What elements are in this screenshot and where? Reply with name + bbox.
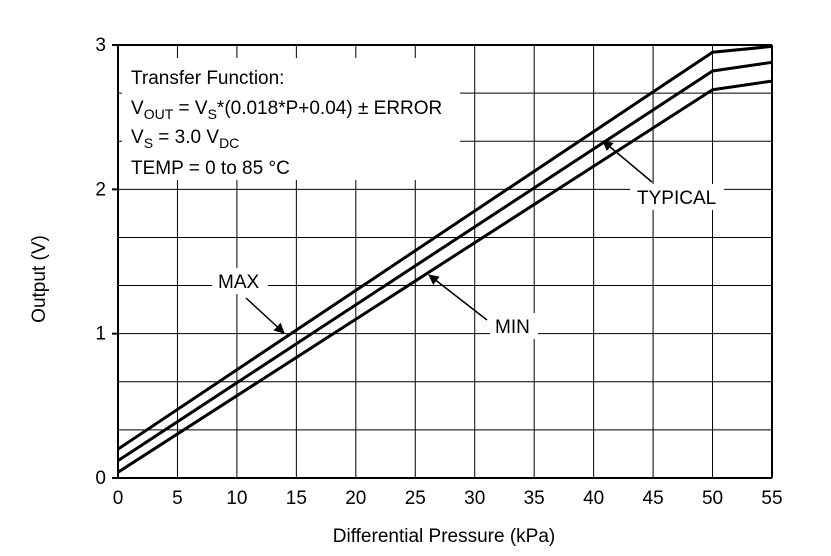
- y-tick-label: 1: [95, 324, 106, 345]
- annotation-min: MIN: [428, 274, 538, 339]
- series-line-typical: [117, 60, 773, 462]
- annotation-typical-label: TYPICAL: [637, 188, 716, 209]
- annotation-typical-arrow: [602, 140, 653, 183]
- x-tick-label: 25: [405, 488, 426, 509]
- x-tick-label: 50: [702, 488, 723, 509]
- x-tick-label: 10: [226, 488, 247, 509]
- annotation-min-arrow: [428, 274, 488, 321]
- series-lines: [117, 44, 773, 474]
- y-axis-label: Output (V): [29, 235, 50, 323]
- annotation-max: MAX: [212, 268, 285, 334]
- x-axis-label: Differential Pressure (kPa): [333, 526, 555, 547]
- y-tick-label: 2: [95, 179, 106, 200]
- text-box-vs: VS = 3.0 VDC: [131, 127, 239, 151]
- tick-labels: 0 5 10 15 20 25 30 35 40 45 50 55 0 1 2 3: [95, 35, 782, 509]
- x-tick-label: 30: [464, 488, 485, 509]
- y-tick-label: 3: [95, 35, 106, 56]
- text-box-background: [122, 58, 460, 180]
- x-tick-label: 0: [113, 488, 124, 509]
- x-tick-label: 5: [172, 488, 183, 509]
- annotation-typical: TYPICAL: [602, 140, 724, 210]
- x-tick-label: 40: [583, 488, 604, 509]
- x-tick-label: 35: [524, 488, 545, 509]
- x-tick-label: 20: [345, 488, 366, 509]
- x-tick-label: 45: [643, 488, 664, 509]
- x-tick-label: 55: [761, 488, 782, 509]
- annotation-max-arrow: [245, 297, 285, 334]
- x-tick-label: 15: [286, 488, 307, 509]
- annotation-max-label: MAX: [218, 272, 260, 293]
- text-box-vout: VOUT = VS*(0.018*P+0.04) ± ERROR: [131, 98, 442, 122]
- text-box-temp: TEMP = 0 to 85 °C: [131, 158, 290, 179]
- series-line-min: [117, 79, 773, 474]
- series-line-max: [117, 44, 773, 451]
- annotation-min-label: MIN: [495, 317, 530, 338]
- y-tick-label: 0: [95, 468, 106, 489]
- text-box-line1: Transfer Function:: [131, 68, 284, 89]
